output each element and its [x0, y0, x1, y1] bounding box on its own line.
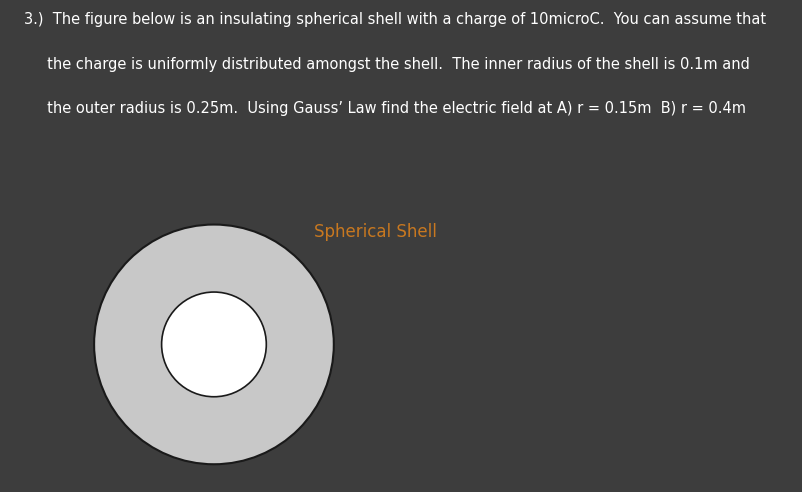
Ellipse shape [161, 292, 266, 397]
Ellipse shape [94, 224, 334, 464]
Text: the outer radius is 0.25m.  Using Gauss’ Law find the electric field at A) r = 0: the outer radius is 0.25m. Using Gauss’ … [24, 101, 745, 116]
Text: 3.)  The figure below is an insulating spherical shell with a charge of 10microC: 3.) The figure below is an insulating sp… [24, 12, 765, 27]
Text: Spherical Shell: Spherical Shell [314, 223, 436, 241]
Text: the charge is uniformly distributed amongst the shell.  The inner radius of the : the charge is uniformly distributed amon… [24, 57, 749, 71]
